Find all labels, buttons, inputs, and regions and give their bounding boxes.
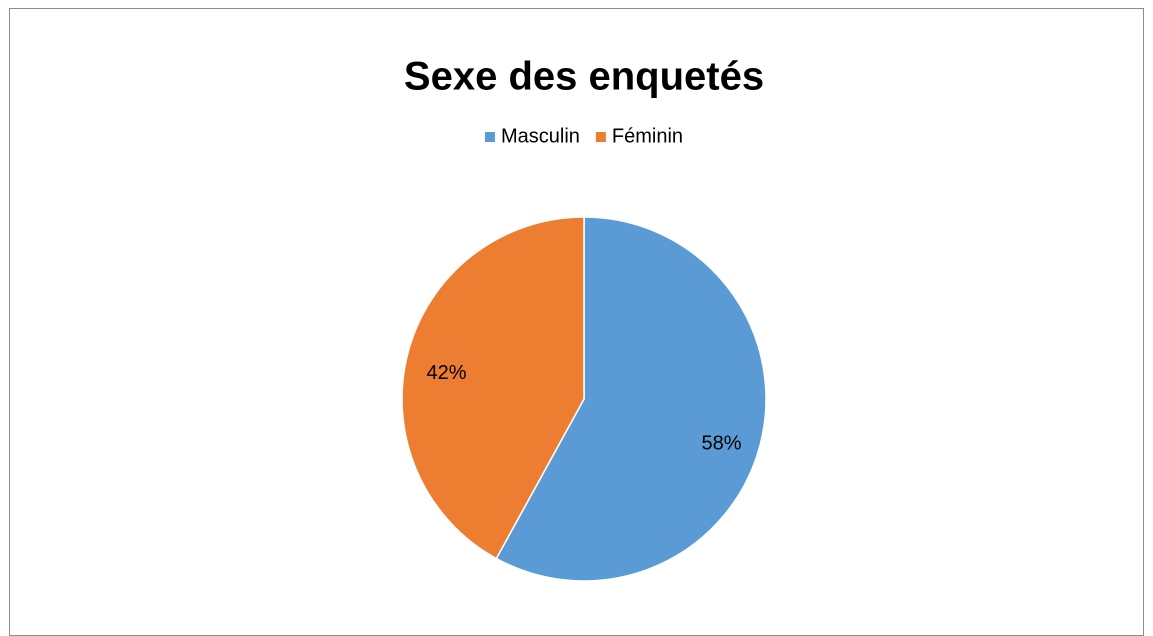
legend-label: Masculin (501, 125, 580, 147)
chart-title: Sexe des enquetés (404, 55, 764, 99)
pie-slice (495, 216, 767, 582)
data-label: 58% (701, 433, 741, 455)
legend-swatch (484, 132, 495, 142)
data-label: 42% (426, 362, 466, 384)
legend-label: Féminin (612, 125, 683, 147)
pie-slice (401, 216, 585, 560)
legend-swatch (595, 132, 606, 142)
